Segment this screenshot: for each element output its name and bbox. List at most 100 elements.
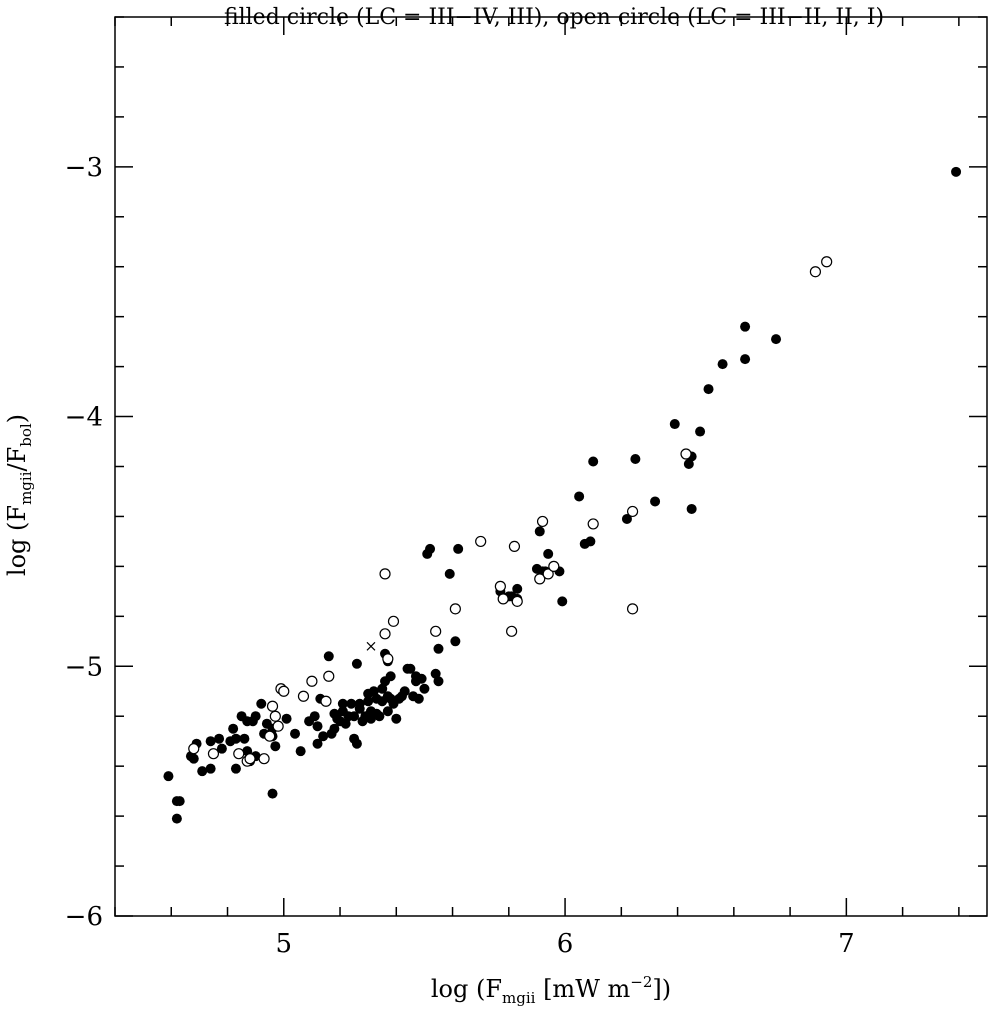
filled-circle-point [346,698,357,709]
open-circle-point [511,595,523,607]
plot-frame [114,16,988,917]
open-circle-point [379,568,391,580]
filled-circle-point [588,456,599,467]
filled-circle-point [205,763,216,774]
filled-circle-point [239,733,250,744]
filled-circle-point [433,676,444,687]
filled-circle-point [683,459,694,470]
filled-circle-point [309,711,320,722]
filled-circle-point [281,713,292,724]
filled-circle-point [740,321,751,332]
filled-circle-point [349,711,360,722]
filled-circle-point [399,686,410,697]
open-circle-point [680,448,692,460]
filled-circle-point [270,741,281,752]
open-circle-point [534,573,546,585]
open-circle-point [548,560,560,572]
filled-circle-point [228,723,239,734]
filled-circle-point [188,753,199,764]
filled-circle-point [163,771,174,782]
filled-circle-point [250,711,261,722]
axis-tick-labels: 5 6 7 −3 −4 −5 −6 [65,153,855,959]
open-circle-point [626,603,639,615]
open-circle-point [508,540,521,553]
filled-circle-point [351,658,362,669]
filled-circle-point [951,166,962,177]
filled-circle-point [351,738,362,749]
open-circle-point [497,593,509,605]
open-circle-point [244,753,256,765]
filled-circle-point [430,668,441,679]
open-circle-point [506,625,518,637]
filled-circle-point [377,683,388,694]
filled-circle-point [650,496,661,507]
open-circle-point [272,720,284,732]
open-circle-point [207,748,220,760]
filled-circle-point [585,536,596,547]
filled-circle-point [391,713,402,724]
x-tick-label: 5 [276,929,293,959]
open-circle-point [475,535,487,548]
filled-circle-point [574,491,585,502]
filled-circle-point [543,548,554,559]
filled-circle-point [230,733,241,744]
filled-circle-point [340,718,351,729]
filled-circle-point [363,696,374,707]
open-circle-point [320,695,332,707]
open-circle-point [587,518,599,530]
filled-circle-point [171,813,182,824]
filled-circle-point [419,683,430,694]
open-circle-point [821,256,833,268]
filled-circle-point [290,728,301,739]
y-axis-label: log (Fmgii/Fbol) [3,414,35,576]
filled-circle-point [337,698,348,709]
y-tick-label: −6 [65,902,103,932]
filled-circle-point [312,721,323,732]
open-circle-point [382,653,394,665]
filled-circle-point [557,596,568,607]
filled-circle-point [433,643,444,654]
open-circle-point [233,748,245,760]
filled-circle-point [385,671,396,682]
open-circle-point [297,690,310,702]
filled-circle-point [267,788,278,799]
filled-circle-point [450,636,461,647]
y-tick-label: −3 [65,153,103,183]
filled-circle-point [669,419,680,430]
axis-ticks [114,16,987,917]
filled-circle-point [312,738,323,749]
filled-circle-point [230,763,241,774]
open-circle-point [264,730,276,742]
x-tick-label: 7 [838,929,855,959]
open-circle-point [809,266,822,278]
open-circle-point [266,700,279,712]
x-axis-label: log (Fmgii [mW m−2]) [431,973,671,1007]
x-tick-label: 6 [557,929,574,959]
filled-circle-point [413,693,424,704]
filled-circle-point [695,426,706,437]
filled-circle-point [405,663,416,674]
filled-circle-point [534,526,545,537]
y-tick-label: −5 [65,652,103,682]
filled-circle-point [717,359,728,370]
filled-circle-point [197,766,208,777]
open-circle-point [323,670,335,682]
filled-circle-point [214,733,225,744]
filled-circle-point [444,568,455,579]
filled-circle-point [686,503,697,514]
filled-circle-point [374,711,385,722]
filled-circle-point [295,746,306,757]
filled-circle-point [256,698,267,709]
filled-circle-point [329,723,340,734]
open-circle-point [536,515,549,528]
open-circle-point [258,753,270,765]
filled-circle-point [771,334,782,345]
filled-circle-point [318,731,329,742]
open-circle-point [269,710,281,722]
open-circle-point [188,743,200,755]
filled-circle-point [354,698,365,709]
open-circle-point [387,615,400,627]
filled-circle-point [323,651,334,662]
open-circle-point [430,625,442,637]
